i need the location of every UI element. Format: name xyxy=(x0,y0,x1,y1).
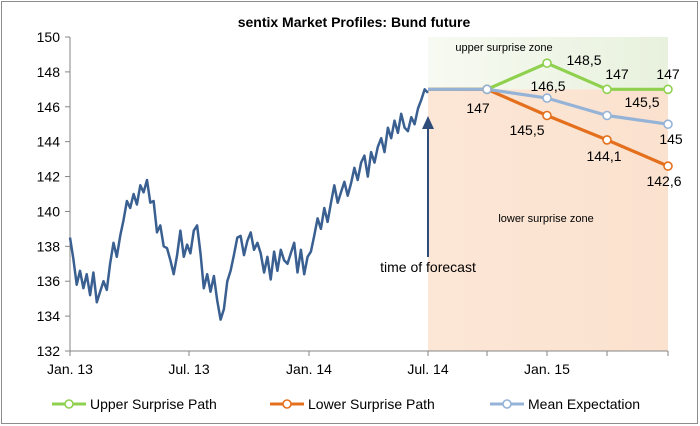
forecast-arrow-head xyxy=(422,116,434,129)
upper-surprise-path-marker xyxy=(602,84,612,95)
y-tick-label: 144 xyxy=(37,134,61,150)
mean-expectation-marker xyxy=(663,119,673,130)
legend-label: Lower Surprise Path xyxy=(308,396,435,412)
upper-zone-label: upper surprise zone xyxy=(455,42,552,54)
data-label: 145,5 xyxy=(509,122,544,138)
y-tick-label: 142 xyxy=(37,169,61,185)
legend-item: Upper Surprise Path xyxy=(52,396,217,412)
lower-surprise-path-marker xyxy=(542,110,552,121)
data-label: 148,5 xyxy=(566,52,601,68)
mean-expectation-marker xyxy=(602,110,612,121)
y-tick-label: 150 xyxy=(37,29,61,45)
lower-surprise-zone xyxy=(428,89,668,351)
data-label: 146,5 xyxy=(530,78,565,94)
legend-marker xyxy=(502,399,512,409)
legend-marker xyxy=(64,399,74,409)
legend-item: Mean Expectation xyxy=(490,396,640,412)
data-label: 147 xyxy=(656,66,680,82)
data-label: 147 xyxy=(466,100,490,116)
lower-zone-label: lower surprise zone xyxy=(498,213,593,225)
legend-label: Mean Expectation xyxy=(528,396,640,412)
lower-surprise-path-marker xyxy=(602,135,612,145)
bund-future-line xyxy=(68,88,429,321)
upper-surprise-path-marker xyxy=(663,84,673,95)
legend-label: Upper Surprise Path xyxy=(90,396,217,412)
x-tick-label: Jul. 14 xyxy=(407,361,448,377)
upper-surprise-path-marker xyxy=(542,58,552,68)
mean-expectation-marker xyxy=(542,93,552,103)
data-label: 144,1 xyxy=(586,148,621,164)
legend-marker xyxy=(282,399,292,409)
y-tick-label: 132 xyxy=(37,343,61,359)
data-label: 142,6 xyxy=(646,173,681,189)
x-tick-label: Jan. 13 xyxy=(47,361,93,377)
y-tick-label: 146 xyxy=(37,99,61,115)
x-tick-label: Jan. 15 xyxy=(524,361,570,377)
x-tick-label: Jan. 14 xyxy=(286,361,332,377)
y-tick-label: 138 xyxy=(37,238,61,254)
mean-expectation-marker xyxy=(482,84,492,95)
x-tick-label: Jul. 13 xyxy=(168,361,209,377)
time-of-forecast-label: time of forecast xyxy=(380,259,476,275)
y-tick-label: 134 xyxy=(37,308,61,324)
y-tick-label: 140 xyxy=(37,203,61,219)
data-label: 147 xyxy=(605,66,629,82)
data-label: 145 xyxy=(659,131,683,147)
y-tick-label: 136 xyxy=(37,273,61,289)
y-tick-label: 148 xyxy=(37,64,61,80)
chart-title: sentix Market Profiles: Bund future xyxy=(238,14,471,30)
lower-surprise-path-marker xyxy=(663,161,673,171)
legend-item: Lower Surprise Path xyxy=(270,396,435,412)
data-label: 145,5 xyxy=(624,94,659,110)
